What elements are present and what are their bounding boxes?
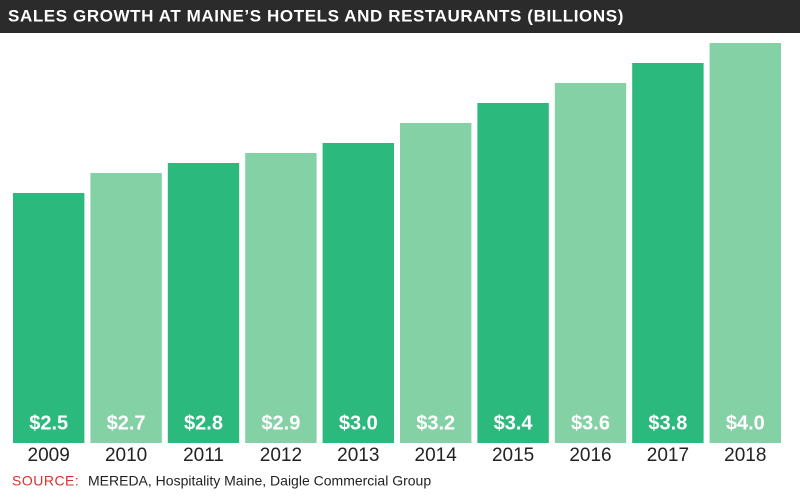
- bar: [245, 153, 317, 443]
- x-tick-label: 2016: [569, 445, 611, 466]
- x-tick-label: 2011: [183, 445, 224, 466]
- source: MEREDA, Hospitality Maine, Daigle Commer…: [88, 473, 431, 489]
- value-label: $4.0: [726, 412, 765, 434]
- bar: [90, 173, 162, 443]
- value-label: $3.8: [648, 412, 687, 434]
- bar: [632, 63, 704, 443]
- value-label: $3.4: [494, 412, 534, 434]
- value-label: $2.7: [107, 412, 146, 434]
- x-tick-label: 2012: [260, 445, 302, 466]
- bar: [400, 123, 472, 443]
- chart-title: SALES GROWTH AT MAINE’S HOTELS AND RESTA…: [8, 6, 624, 25]
- title-bar: [0, 0, 800, 33]
- value-label: $2.9: [261, 412, 300, 434]
- x-tick-label: 2009: [28, 445, 70, 466]
- x-tick-label: 2010: [105, 445, 147, 466]
- x-tick-label: 2014: [415, 445, 458, 466]
- value-label: $2.5: [29, 412, 68, 434]
- bar: [477, 103, 549, 443]
- x-tick-label: 2018: [724, 445, 766, 466]
- x-tick-label: 2017: [647, 445, 689, 466]
- x-tick-label: 2015: [492, 445, 534, 466]
- value-label: $3.0: [339, 412, 378, 434]
- value-label: $3.2: [416, 412, 455, 434]
- bar: [709, 43, 781, 443]
- value-label: $3.6: [571, 412, 610, 434]
- x-tick-label: 2013: [337, 445, 379, 466]
- bar: [13, 193, 85, 443]
- source-label: SOURCE:: [12, 473, 79, 489]
- value-label: $2.8: [184, 412, 223, 434]
- bar: [554, 83, 627, 443]
- bar: [322, 143, 394, 443]
- bar: [167, 163, 240, 443]
